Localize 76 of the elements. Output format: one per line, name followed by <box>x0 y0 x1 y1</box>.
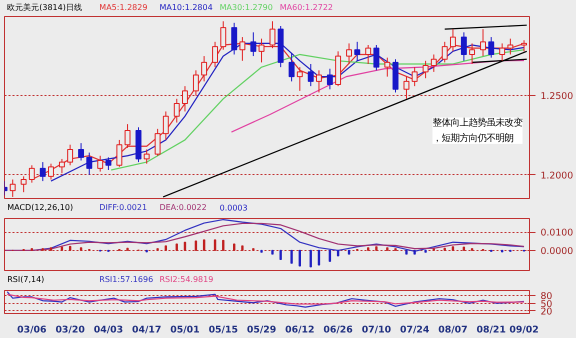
y-tick-label: 1.2500 <box>540 91 574 102</box>
candlestick <box>239 36 246 62</box>
candlestick <box>288 52 295 82</box>
text: MA30:1.2790 <box>220 3 273 12</box>
candlestick <box>422 60 429 79</box>
candlestick <box>154 128 161 156</box>
y-tick-label: 1.2000 <box>540 170 574 182</box>
candlestick <box>48 163 54 180</box>
candlestick <box>258 38 264 63</box>
candlestick <box>212 41 218 68</box>
candlestick <box>162 110 169 140</box>
line-series <box>230 60 525 133</box>
candlestick <box>97 155 104 172</box>
candlestick <box>201 56 208 82</box>
candlestick <box>430 54 437 72</box>
candlestick <box>124 124 131 148</box>
candlestick <box>28 164 35 184</box>
candlestick <box>78 142 84 162</box>
candlestick <box>270 20 276 49</box>
candlestick <box>316 70 322 93</box>
candlestick <box>116 139 122 168</box>
candlestick <box>384 57 390 78</box>
candlestick <box>174 98 180 124</box>
candlestick <box>403 76 410 100</box>
candlestick <box>480 28 486 57</box>
x-tick-label: 05/01 <box>170 324 200 336</box>
x-tick-label: 04/17 <box>132 324 162 336</box>
candlestick <box>346 42 352 64</box>
text: DIFF:0.0021 <box>99 203 148 212</box>
x-tick-label: 09/02 <box>509 324 539 336</box>
x-tick-label: 05/29 <box>246 324 276 336</box>
x-tick-label: 07/10 <box>362 324 392 336</box>
text: MA10:1.2804 <box>159 3 213 12</box>
series-label: RSI2:54.9819 <box>159 275 214 284</box>
text: MA5:1.2829 <box>99 3 148 12</box>
candlestick <box>20 176 27 193</box>
x-tick-label: 03/20 <box>55 324 86 336</box>
chart-title: 欧元美元(3814)日线 <box>7 3 82 12</box>
candlestick <box>58 158 65 174</box>
candlestick <box>86 152 92 176</box>
candlestick <box>450 28 456 52</box>
candlestick <box>105 156 112 171</box>
candlestick <box>521 40 527 52</box>
candlestick <box>296 66 303 92</box>
candlestick <box>144 148 150 164</box>
y-tick-label: 0.0000 <box>540 246 574 257</box>
y-tick-label: 20 <box>540 306 552 318</box>
candlestick <box>308 63 314 87</box>
candlestick <box>365 44 372 64</box>
candlestick <box>220 20 226 50</box>
x-tick-label: 04/03 <box>94 324 124 336</box>
x-tick-label: 06/12 <box>285 324 315 336</box>
candlestick <box>326 68 333 90</box>
x-tick-label: 06/26 <box>323 324 353 336</box>
annotation: 整体向上趋势虽未改变，短期方向仍不明朗 <box>432 118 522 144</box>
x-tick-label: 07/24 <box>400 324 430 336</box>
candlestick <box>442 41 448 63</box>
candlestick <box>182 86 188 112</box>
x-tick-label: 08/21 <box>476 324 506 336</box>
text: 0.0003 <box>220 204 248 212</box>
x-tick-label: 08/07 <box>438 324 468 336</box>
x-tick-label: 03/06 <box>17 324 47 336</box>
series-label: RSI1:57.1696 <box>99 275 154 284</box>
x-tick-label: 05/15 <box>208 324 238 336</box>
y-tick-label: 0.0100 <box>540 228 574 239</box>
chart-title: RSI(7,14) <box>7 275 44 284</box>
candlestick <box>40 162 46 182</box>
text: DEA:0.0022 <box>159 203 207 212</box>
candlestick <box>67 144 74 166</box>
candlestick <box>499 42 506 62</box>
candlestick <box>507 38 514 55</box>
candlestick <box>469 42 476 64</box>
candlestick <box>412 66 418 87</box>
chart-title: MACD(12,26,10) <box>7 203 74 212</box>
text: MA60:1.2722 <box>280 3 334 12</box>
candlestick <box>192 70 199 96</box>
